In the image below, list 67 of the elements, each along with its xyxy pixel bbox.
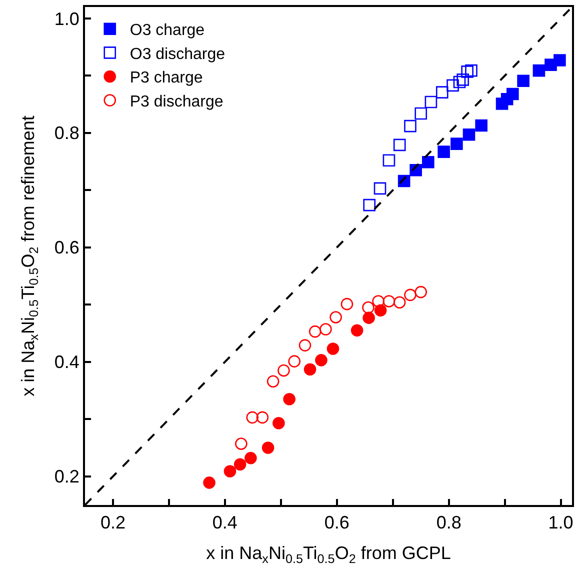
point [278, 364, 290, 377]
point [456, 74, 469, 86]
y-tick-label: 0.2 [54, 466, 80, 487]
point [475, 119, 488, 132]
y-tick-label: 1.0 [54, 8, 80, 29]
legend-label: O3 charge [130, 22, 205, 40]
point [393, 138, 406, 152]
point [283, 392, 296, 406]
x-tick-label: 1.0 [548, 512, 574, 533]
point [330, 311, 342, 324]
point [362, 301, 374, 314]
point [446, 79, 459, 92]
point [320, 323, 332, 336]
x-tick-label: 0.8 [436, 512, 462, 533]
point [234, 458, 246, 471]
point [363, 198, 376, 212]
point [224, 465, 236, 478]
point [404, 120, 416, 132]
point [298, 339, 312, 352]
point [506, 88, 519, 100]
point [424, 96, 438, 108]
point [374, 182, 386, 195]
point [414, 107, 428, 120]
point [554, 54, 566, 66]
x-tick-label: 0.4 [212, 512, 238, 533]
legend-label: P3 charge [130, 70, 203, 87]
point [272, 416, 285, 430]
point [350, 324, 364, 337]
point [244, 452, 257, 464]
point [436, 86, 448, 98]
point [453, 76, 466, 88]
x-tick-label: 0.6 [324, 512, 350, 533]
y-tick-label: 0.6 [54, 238, 80, 258]
point [450, 138, 463, 150]
point [465, 64, 478, 77]
point [382, 154, 396, 167]
point [393, 296, 406, 309]
point [262, 442, 274, 454]
point [308, 325, 322, 338]
point [256, 411, 269, 424]
y-tick-label: 0.4 [54, 352, 80, 372]
point [203, 476, 216, 489]
point [315, 354, 328, 366]
point [246, 411, 259, 424]
point [422, 156, 434, 168]
point [304, 363, 316, 376]
point [414, 286, 428, 298]
point [362, 312, 375, 324]
y-tick-label: 0.8 [54, 123, 80, 144]
point [532, 64, 546, 77]
point [266, 375, 280, 388]
point [462, 128, 476, 141]
point [382, 295, 396, 308]
point [517, 74, 530, 87]
x-tick-label: 0.2 [100, 512, 126, 533]
point [374, 304, 387, 317]
text: x in Na$_{x}$Ni$_{0.5}$Ti$_{0.5}$O$_{2}$ from GCPL [206, 543, 451, 566]
point [404, 288, 416, 302]
legend-label: O3 discharge [130, 46, 226, 63]
point [326, 342, 340, 355]
legend-label: P3 discharge [130, 94, 224, 111]
point [235, 438, 248, 450]
point [288, 355, 300, 368]
point [461, 66, 474, 78]
point [438, 146, 450, 158]
point [372, 295, 384, 308]
point [340, 298, 354, 310]
